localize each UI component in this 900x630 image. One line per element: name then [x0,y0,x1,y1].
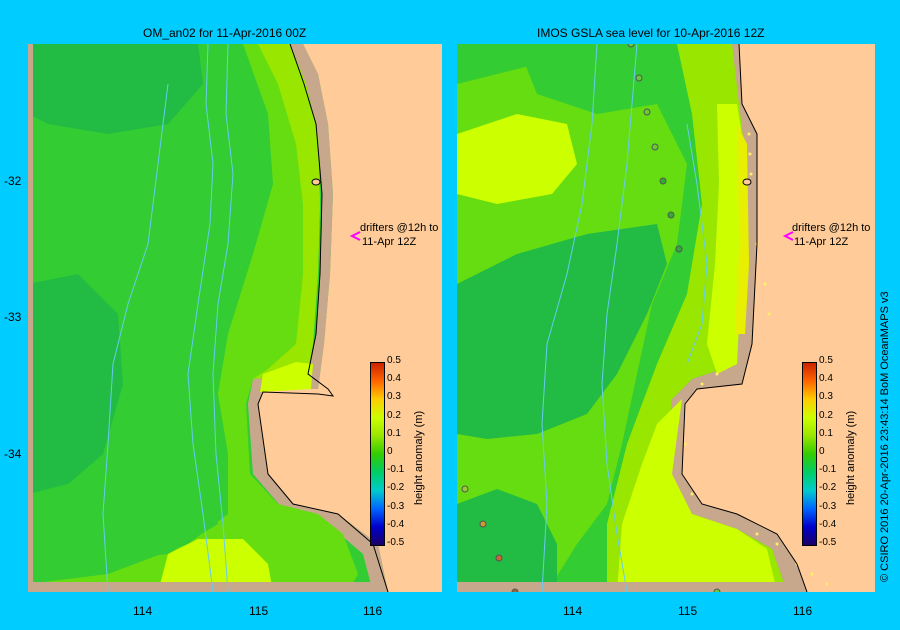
bathymetry-line [541,44,598,592]
eddy-upper-left [28,44,203,134]
colorbar-tick-label: 0.4 [819,373,833,385]
lon-tick-label: 116 [363,604,383,618]
colorbar-right [802,362,817,546]
colorbar-tick-label: -0.5 [819,537,837,548]
coastline [681,44,808,592]
eddy-center [457,224,667,439]
colorbar-tick-label: 0.3 [387,391,401,403]
bathymetry-line [212,44,234,592]
colorbar-tick-label: 0.1 [387,427,401,439]
lat-tick-label: -33 [4,310,22,324]
yellow-patch-west [457,114,577,204]
colorbar-tick-label: 0.5 [387,355,401,366]
left-annotation-line2: 11-Apr 12Z [362,236,417,248]
island [742,178,752,186]
colorbar-tick-label: -0.1 [387,464,405,476]
coastal-dots [683,132,829,586]
contour-band-0.15 [253,44,320,379]
colorbar-left-ticks: 0.5 0.4 0.3 0.2 0.1 0 -0.1 -0.2 -0.3 -0.4 -0.5 [387,355,417,555]
colorbar-tick-label: 0.3 [819,391,833,403]
coastline [257,44,389,592]
colorbar-right-label: height anomaly (m) [845,410,857,505]
frame-bottom [457,582,797,592]
colorbar-tick-label: 0.2 [387,409,401,421]
drifter-track [461,44,721,592]
bathymetry-line [601,44,638,592]
colorbar-tick-label: -0.2 [819,482,837,494]
left-annotation-line1: drifters @12h to [360,222,439,234]
bathymetry-line [187,44,214,592]
drifter-marker [782,231,794,241]
contour-band-0.15-south [617,399,777,592]
island [311,178,321,186]
lon-tick-label: 116 [793,604,813,618]
lon-tick-label: 114 [563,604,583,618]
colorbar-left [370,362,385,546]
left-map [28,44,442,592]
left-panel-title: OM_an02 for 11-Apr-2016 00Z [143,26,307,40]
bathymetry-line [102,83,169,592]
frame-bottom [28,582,378,592]
colorbar-tick-label: 0.2 [819,409,833,421]
yellow-patch-coast [260,362,313,392]
eddy-southwest [457,489,557,592]
coastal-shelf [248,44,388,592]
colorbar-tick-label: -0.4 [387,518,405,530]
colorbar-right-ticks: 0.5 0.4 0.3 0.2 0.1 0 -0.1 -0.2 -0.3 -0.4 -0.5 [819,355,849,555]
credit-text: © CSIRO 2016 20-Apr-2016 23:43:14 BoM Oc… [879,291,891,582]
colorbar-tick-label: 0.1 [819,427,833,439]
lat-tick-label: -34 [4,447,22,461]
colorbar-tick-label: 0 [387,446,393,457]
right-annotation-line2: 11-Apr 12Z [794,236,849,248]
yellow-patch-south [158,539,273,592]
eddy-north [517,44,667,114]
lon-tick-label: 115 [249,604,269,618]
right-map [457,44,875,592]
colorbar-tick-label: -0.3 [819,500,837,512]
contour-band-0.2 [707,104,745,374]
contour-band-0.3 [735,124,749,334]
colorbar-left-label: height anomaly (m) [413,410,425,505]
lon-tick-label: 115 [678,604,698,618]
colorbar-tick-label: -0.4 [819,518,837,530]
lat-tick-label: -32 [4,174,22,188]
colorbar-tick-label: 0 [819,446,825,457]
right-panel-title: IMOS GSLA sea level for 10-Apr-2016 12Z [537,26,765,40]
colorbar-tick-label: -0.5 [387,537,405,548]
colorbar-tick-label: -0.3 [387,500,405,512]
contour-band-0.1 [28,44,358,592]
colorbar-tick-label: 0.5 [819,355,833,366]
colorbar-tick-label: 0.4 [387,373,401,385]
lon-tick-label: 114 [133,604,153,618]
colorbar-tick-label: -0.2 [387,482,405,494]
colorbar-tick-label: -0.1 [819,464,837,476]
bathymetry-line [686,123,708,365]
eddy-west [28,274,123,494]
drifter-marker [349,231,361,241]
frame-left [28,44,33,592]
right-annotation-line1: drifters @12h to [792,222,871,234]
